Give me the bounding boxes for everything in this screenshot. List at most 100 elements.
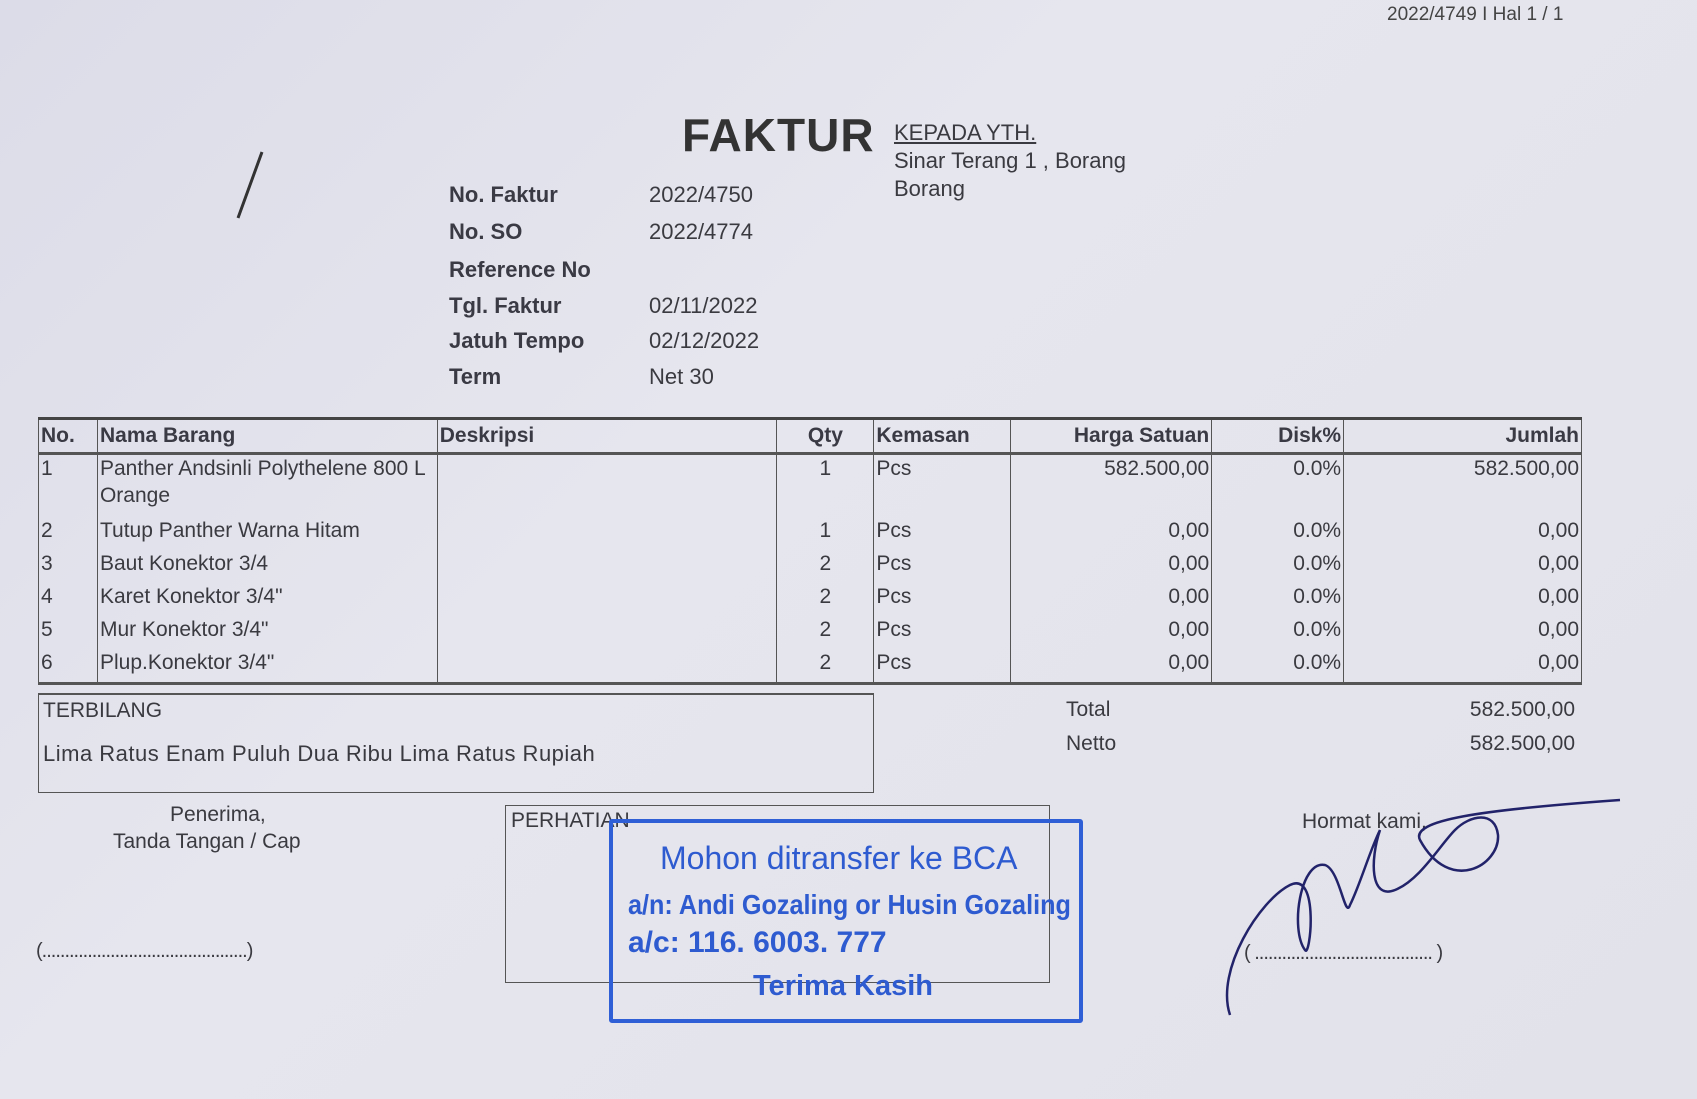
table-cell: 1 bbox=[776, 517, 875, 550]
table-cell: 0.0% bbox=[1211, 453, 1345, 517]
table-cell bbox=[436, 550, 778, 583]
table-cell: 0,00 bbox=[1343, 649, 1582, 685]
terbilang-label: TERBILANG bbox=[43, 699, 163, 722]
table-cell: 0,00 bbox=[1343, 517, 1582, 550]
table-cell bbox=[436, 616, 778, 649]
table-cell: 0.0% bbox=[1211, 583, 1345, 616]
sender-label: Hormat kami, bbox=[1302, 810, 1427, 833]
table-cell: Karet Konektor 3/4" bbox=[96, 583, 438, 616]
table-cell: Mur Konektor 3/4" bbox=[96, 616, 438, 649]
field-value: 2022/4774 bbox=[649, 219, 753, 244]
table-cell: 0,00 bbox=[1010, 517, 1213, 550]
stamp-line3: a/c: 116. 6003. 777 bbox=[628, 926, 887, 959]
table-cell: 0,00 bbox=[1343, 583, 1582, 616]
field-value: 02/11/2022 bbox=[649, 293, 758, 318]
recipient-address-line1: Sinar Terang 1 , Borang bbox=[894, 148, 1126, 173]
total-label: Total bbox=[1066, 698, 1111, 721]
column-header: Harga Satuan bbox=[1010, 417, 1213, 455]
perhatian-label: PERHATIAN bbox=[511, 809, 630, 832]
handwritten-signature bbox=[1225, 798, 1621, 1016]
table-cell: 0.0% bbox=[1211, 649, 1345, 685]
stamp-line2: a/n: Andi Gozaling or Husin Gozaling bbox=[628, 889, 1071, 920]
table-cell: 0,00 bbox=[1010, 616, 1213, 649]
table-cell: 5 bbox=[38, 616, 98, 649]
stamp-line4: Terima Kasih bbox=[753, 970, 933, 1002]
table-cell: Pcs bbox=[873, 453, 1012, 517]
table-row: 5 Mur Konektor 3/4" 2 Pcs 0,00 0.0% 0,00 bbox=[38, 616, 1582, 649]
table-cell: 2 bbox=[38, 517, 98, 550]
table-cell bbox=[436, 583, 778, 616]
sender-signature-line: ( ......................................… bbox=[1244, 942, 1443, 964]
column-header: No. bbox=[38, 417, 98, 455]
table-cell: 2 bbox=[776, 550, 875, 583]
column-header: Deskripsi bbox=[436, 417, 778, 455]
table-cell: Tutup Panther Warna Hitam bbox=[96, 517, 438, 550]
table-cell: 4 bbox=[38, 583, 98, 616]
table-cell bbox=[436, 453, 778, 517]
table-cell: 0,00 bbox=[1010, 550, 1213, 583]
table-cell: Panther Andsinli Polythelene 800 L Orang… bbox=[96, 453, 438, 517]
table-cell: Pcs bbox=[873, 550, 1012, 583]
field-label: No. SO bbox=[449, 219, 523, 244]
table-row: 4 Karet Konektor 3/4" 2 Pcs 0,00 0.0% 0,00 bbox=[38, 583, 1582, 616]
table-cell: 6 bbox=[38, 649, 98, 685]
perhatian-box: PERHATIAN bbox=[505, 805, 1050, 983]
table-cell: 0,00 bbox=[1343, 550, 1582, 583]
table-row: 6 Plup.Konektor 3/4" 2 Pcs 0,00 0.0% 0,00 bbox=[38, 649, 1582, 685]
terbilang-box: TERBILANG Lima Ratus Enam Puluh Dua Ribu… bbox=[38, 693, 874, 793]
table-cell: Baut Konektor 3/4 bbox=[96, 550, 438, 583]
table-cell: 1 bbox=[38, 453, 98, 517]
table-cell: 1 bbox=[776, 453, 875, 517]
column-header: Disk% bbox=[1211, 417, 1345, 455]
netto-label: Netto bbox=[1066, 732, 1117, 755]
table-cell: Plup.Konektor 3/4" bbox=[96, 649, 438, 685]
table-cell: Pcs bbox=[873, 616, 1012, 649]
field-label: No. Faktur bbox=[449, 182, 558, 207]
table-row: 2 Tutup Panther Warna Hitam 1 Pcs 0,00 0.0% 0,… bbox=[38, 517, 1582, 550]
column-header: Qty bbox=[776, 417, 875, 455]
table-cell: Pcs bbox=[873, 649, 1012, 685]
field-value: 02/12/2022 bbox=[649, 328, 760, 353]
table-cell: 0,00 bbox=[1010, 649, 1213, 685]
field-label: Reference No bbox=[449, 257, 591, 282]
table-row: 3 Baut Konektor 3/4 2 Pcs 0,00 0.0% 0,00 bbox=[38, 550, 1582, 583]
stamp-line1: Mohon ditransfer ke BCA bbox=[660, 840, 1018, 876]
column-header: Nama Barang bbox=[96, 417, 438, 455]
table-header-row: No. Nama Barang Deskripsi Qty Kemasan Harga S… bbox=[38, 417, 1582, 455]
table-cell: 582.500,00 bbox=[1010, 453, 1213, 517]
table-cell: 3 bbox=[38, 550, 98, 583]
receiver-label: Penerima, bbox=[170, 803, 266, 826]
table-cell: 2 bbox=[776, 649, 875, 685]
table-cell: 0.0% bbox=[1211, 616, 1345, 649]
items-table: No. Nama Barang Deskripsi Qty Kemasan Harga S… bbox=[38, 417, 1582, 685]
terbilang-value: Lima Ratus Enam Puluh Dua Ribu Lima Ratu… bbox=[43, 741, 596, 766]
table-cell: Pcs bbox=[873, 517, 1012, 550]
table-cell: 582.500,00 bbox=[1343, 453, 1582, 517]
table-cell bbox=[436, 649, 778, 685]
column-header: Jumlah bbox=[1343, 417, 1582, 455]
field-label: Jatuh Tempo bbox=[449, 328, 585, 353]
field-value: Net 30 bbox=[649, 364, 714, 389]
total-value: 582.500,00 bbox=[1469, 698, 1575, 721]
receiver-sign-label: Tanda Tangan / Cap bbox=[113, 830, 301, 853]
table-cell: 2 bbox=[776, 616, 875, 649]
table-cell: 0.0% bbox=[1211, 550, 1345, 583]
receiver-signature-line: (.......................................… bbox=[36, 940, 253, 962]
recipient-label: KEPADA YTH. bbox=[894, 120, 1037, 145]
table-row: 1 Panther Andsinli Polythelene 800 L Oran… bbox=[38, 453, 1582, 517]
table-cell: 2 bbox=[776, 583, 875, 616]
table-cell: Pcs bbox=[873, 583, 1012, 616]
field-label: Tgl. Faktur bbox=[449, 293, 562, 318]
pen-mark bbox=[236, 151, 264, 219]
table-cell: 0,00 bbox=[1010, 583, 1213, 616]
column-header: Kemasan bbox=[873, 417, 1012, 455]
table-cell: 0,00 bbox=[1343, 616, 1582, 649]
field-value: 2022/4750 bbox=[649, 182, 753, 207]
recipient-address-line2: Borang bbox=[894, 176, 965, 201]
netto-value: 582.500,00 bbox=[1469, 732, 1575, 755]
field-label: Term bbox=[449, 364, 502, 389]
document-reference: 2022/4749 I Hal 1 / 1 bbox=[1387, 4, 1564, 25]
document-title: FAKTUR bbox=[682, 109, 875, 161]
table-cell bbox=[436, 517, 778, 550]
bank-transfer-stamp: Mohon ditransfer ke BCA a/n: Andi Gozali… bbox=[609, 819, 1083, 1023]
